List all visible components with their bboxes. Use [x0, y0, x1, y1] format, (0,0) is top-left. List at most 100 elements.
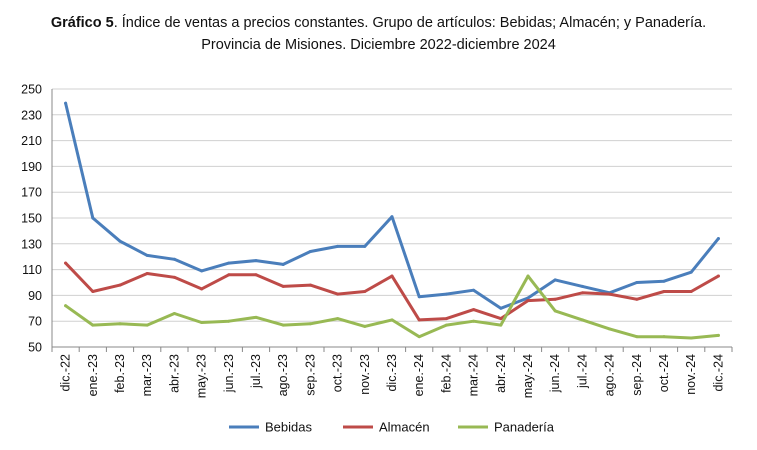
data-point-almacen	[227, 273, 231, 277]
data-point-almacen	[64, 261, 68, 265]
y-tick-label: 90	[28, 289, 42, 303]
data-point-bebidas	[526, 296, 530, 300]
y-tick-label: 110	[22, 263, 42, 277]
x-tick-label: dic.-24	[711, 354, 725, 392]
chart-title: Gráfico 5. Índice de ventas a precios co…	[0, 12, 757, 56]
x-tick-label: jun.-23	[222, 354, 236, 393]
data-point-almacen	[444, 317, 448, 321]
data-point-panaderia	[118, 322, 122, 326]
data-point-panaderia	[390, 318, 394, 322]
x-tick-label: may.-23	[195, 354, 209, 398]
data-point-almacen	[363, 290, 367, 294]
data-point-bebidas	[363, 244, 367, 248]
data-point-almacen	[390, 274, 394, 278]
data-point-panaderia	[608, 327, 612, 331]
series-line-panaderia	[64, 274, 720, 340]
data-point-bebidas	[227, 261, 231, 265]
data-point-bebidas	[390, 215, 394, 219]
data-point-bebidas	[64, 101, 68, 105]
data-point-panaderia	[716, 333, 720, 337]
data-point-panaderia	[662, 335, 666, 339]
x-tick-label: jul.-24	[575, 354, 589, 389]
title-bold: Gráfico 5	[50, 15, 114, 31]
data-point-bebidas	[716, 237, 720, 241]
x-tick-label: ene.-23	[86, 354, 100, 396]
data-point-bebidas	[472, 288, 476, 292]
data-point-bebidas	[444, 292, 448, 296]
data-point-bebidas	[118, 239, 122, 243]
data-point-almacen	[635, 297, 639, 301]
data-point-bebidas	[662, 279, 666, 283]
data-point-almacen	[336, 292, 340, 296]
data-point-bebidas	[635, 281, 639, 284]
title-line-1: Gráfico 5. Índice de ventas a precios co…	[0, 12, 757, 34]
data-point-bebidas	[281, 262, 285, 266]
data-point-panaderia	[91, 323, 95, 327]
data-point-almacen	[254, 273, 258, 277]
data-point-panaderia	[580, 318, 584, 322]
data-point-almacen	[308, 283, 312, 287]
x-tick-label: may.-24	[521, 354, 535, 398]
x-tick-label: oct.-24	[657, 354, 671, 392]
y-tick-label: 150	[21, 212, 42, 226]
x-tick-label: ago.-23	[276, 354, 290, 396]
data-point-almacen	[553, 297, 557, 301]
legend-label: Bebidas	[265, 420, 312, 435]
x-tick-label: nov.-23	[358, 354, 372, 395]
legend-label: Panadería	[494, 420, 555, 435]
data-point-bebidas	[553, 278, 557, 282]
data-point-almacen	[91, 290, 95, 294]
data-point-panaderia	[281, 323, 285, 327]
x-tick-label: sep.-24	[630, 354, 644, 396]
data-point-almacen	[689, 290, 693, 294]
legend-label: Almacén	[379, 420, 430, 435]
data-point-almacen	[145, 271, 149, 275]
data-point-bebidas	[417, 295, 421, 299]
y-tick-label: 250	[21, 83, 42, 97]
series-line-almacen	[64, 261, 720, 322]
title-text: . Índice de ventas a precios constantes.…	[113, 15, 707, 31]
y-tick-label: 230	[21, 108, 42, 122]
data-point-panaderia	[254, 315, 258, 319]
y-tick-label: 210	[21, 134, 42, 148]
data-point-panaderia	[145, 323, 149, 327]
x-tick-label: ago.-24	[603, 354, 617, 396]
data-point-panaderia	[336, 317, 340, 321]
x-tick-label: feb.-24	[439, 354, 453, 393]
x-tick-label: abr.-24	[494, 354, 508, 393]
data-point-almacen	[472, 308, 476, 312]
x-tick-label: jun.-24	[548, 354, 562, 393]
x-tick-label: nov.-24	[684, 354, 698, 395]
x-tick-label: feb.-23	[113, 354, 127, 393]
data-point-bebidas	[145, 253, 149, 257]
data-point-bebidas	[580, 284, 584, 288]
data-point-almacen	[716, 274, 720, 278]
data-point-bebidas	[499, 306, 503, 310]
x-tick-label: sep.-23	[303, 354, 317, 396]
data-point-almacen	[499, 317, 503, 321]
x-tick-label: oct.-23	[331, 354, 345, 392]
data-point-panaderia	[472, 319, 476, 323]
data-point-bebidas	[336, 244, 340, 248]
data-point-bebidas	[172, 257, 176, 261]
x-tick-label: dic.-22	[59, 354, 73, 392]
data-point-almacen	[662, 290, 666, 294]
data-point-bebidas	[254, 259, 258, 263]
data-point-panaderia	[363, 324, 367, 328]
data-point-almacen	[281, 284, 285, 288]
y-tick-label: 130	[21, 237, 42, 251]
data-point-panaderia	[417, 335, 421, 339]
x-tick-label: abr.-23	[167, 354, 181, 393]
data-point-almacen	[172, 275, 176, 279]
y-tick-label: 170	[21, 186, 42, 200]
data-point-bebidas	[689, 270, 693, 274]
data-point-panaderia	[499, 323, 503, 327]
chart-subtitle: Provincia de Misiones. Diciembre 2022-di…	[201, 37, 556, 53]
y-tick-label: 190	[21, 160, 42, 174]
data-point-almacen	[417, 318, 421, 322]
data-point-bebidas	[200, 269, 204, 273]
data-point-panaderia	[227, 319, 231, 323]
data-point-almacen	[200, 287, 204, 291]
